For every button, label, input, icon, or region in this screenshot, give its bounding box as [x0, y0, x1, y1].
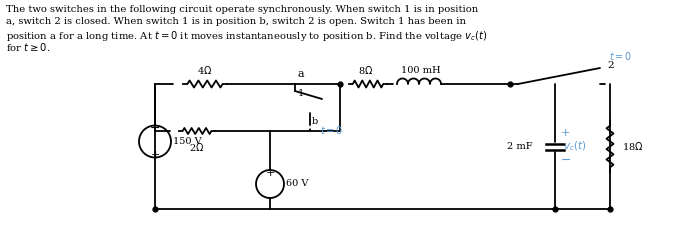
Text: a: a — [298, 69, 304, 79]
Text: 2 mF: 2 mF — [508, 142, 533, 151]
Text: 60 V: 60 V — [286, 179, 309, 189]
Text: 4$\Omega$: 4$\Omega$ — [197, 64, 213, 76]
Text: +: + — [150, 151, 160, 161]
Text: +: + — [265, 168, 274, 178]
Text: 150 V: 150 V — [173, 137, 202, 146]
Text: for $t\geq 0$.: for $t\geq 0$. — [6, 41, 50, 53]
Text: $t=0$: $t=0$ — [320, 124, 343, 136]
Text: position a for a long time. At $t=0$ it moves instantaneously to position b. Fin: position a for a long time. At $t=0$ it … — [6, 29, 487, 43]
Text: a, switch 2 is closed. When switch 1 is in position b, switch 2 is open. Switch : a, switch 2 is closed. When switch 1 is … — [6, 17, 466, 26]
Text: 100 mH: 100 mH — [401, 66, 441, 75]
Text: −: − — [150, 121, 160, 135]
Text: 8$\Omega$: 8$\Omega$ — [358, 64, 374, 76]
Text: −: − — [265, 192, 275, 205]
Text: 18$\Omega$: 18$\Omega$ — [622, 141, 643, 152]
Text: 2: 2 — [607, 61, 614, 70]
Text: $v_c(t)$: $v_c(t)$ — [563, 140, 587, 153]
Text: $t=0$: $t=0$ — [609, 50, 632, 62]
Text: The two switches in the following circuit operate synchronously. When switch 1 i: The two switches in the following circui… — [6, 5, 478, 14]
Text: 1: 1 — [298, 89, 304, 98]
Text: +: + — [561, 127, 570, 137]
Text: b: b — [312, 117, 318, 126]
Text: 2$\Omega$: 2$\Omega$ — [190, 141, 204, 153]
Text: −: − — [561, 154, 571, 167]
